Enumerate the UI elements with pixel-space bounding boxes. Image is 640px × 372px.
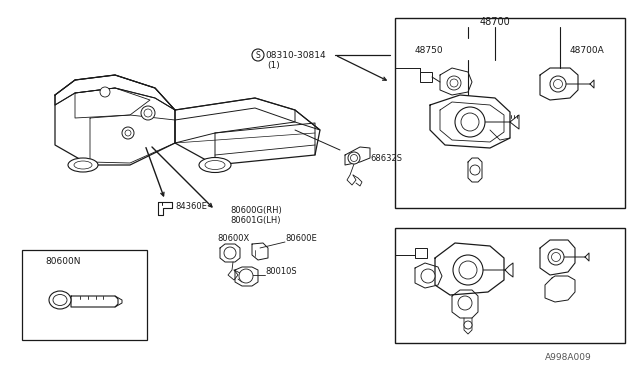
Circle shape [239,269,253,283]
Circle shape [252,49,264,61]
Circle shape [421,269,435,283]
Bar [395,228,625,343]
Text: 80600X: 80600X [217,234,249,243]
Ellipse shape [53,295,67,305]
Circle shape [458,296,472,310]
Circle shape [455,107,485,137]
Circle shape [100,87,110,97]
Text: 68632S: 68632S [370,154,402,163]
Text: A998A009: A998A009 [545,353,592,362]
Text: 80600N: 80600N [45,257,81,266]
Bar [22,250,147,340]
Circle shape [461,113,479,131]
Circle shape [125,130,131,136]
Circle shape [141,106,155,120]
Bar [415,248,427,258]
Text: 48700A: 48700A [570,45,605,55]
Circle shape [550,76,566,92]
Text: 48700: 48700 [479,17,510,27]
Circle shape [464,321,472,329]
Ellipse shape [74,161,92,169]
Circle shape [351,154,358,161]
Circle shape [144,109,152,117]
Text: (1): (1) [267,61,280,70]
Circle shape [459,261,477,279]
Bar [395,18,625,208]
Circle shape [348,152,360,164]
Circle shape [447,76,461,90]
Text: 80600G(RH): 80600G(RH) [230,205,282,215]
Circle shape [554,80,563,89]
Text: 80010S: 80010S [265,267,296,276]
Text: 08310-30814: 08310-30814 [265,51,326,60]
Text: S: S [255,51,260,60]
Circle shape [122,127,134,139]
Text: 80600E: 80600E [285,234,317,243]
Bar [420,72,432,82]
Circle shape [450,79,458,87]
Ellipse shape [199,157,231,173]
Circle shape [224,247,236,259]
Text: 80601G(LH): 80601G(LH) [230,215,280,224]
Circle shape [453,255,483,285]
Text: 84360E: 84360E [175,202,207,211]
Ellipse shape [49,291,71,309]
Circle shape [548,249,564,265]
Circle shape [470,165,480,175]
Circle shape [552,253,561,262]
Ellipse shape [68,158,98,172]
Text: 48750: 48750 [415,45,444,55]
Ellipse shape [205,160,225,170]
